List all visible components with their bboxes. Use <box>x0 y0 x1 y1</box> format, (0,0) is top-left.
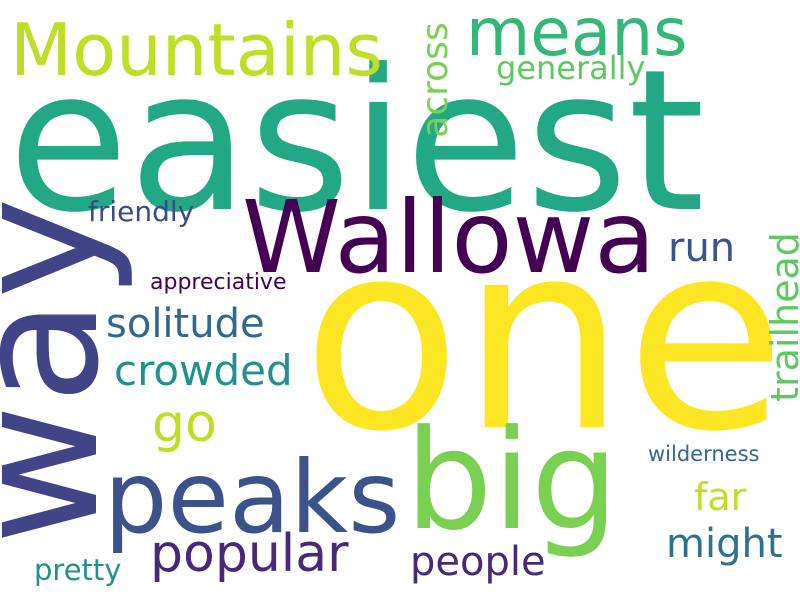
word-people: people <box>410 539 546 585</box>
word-one: one <box>302 187 786 489</box>
word-wallowa: Wallowa <box>242 179 656 296</box>
word-might: might <box>666 521 783 567</box>
word-appreciative: appreciative <box>150 270 287 295</box>
word-run: run <box>668 225 736 271</box>
word-across: across <box>415 22 456 138</box>
word-wilderness: wilderness <box>648 442 760 466</box>
word-solitude: solitude <box>106 301 265 347</box>
word-easiest: easiest <box>8 28 705 256</box>
word-big: big <box>405 400 619 561</box>
word-generally: generally <box>496 49 646 87</box>
word-go: go <box>152 394 217 454</box>
word-crowded: crowded <box>114 346 293 395</box>
word-mountains: Mountains <box>10 8 383 92</box>
word-popular: popular <box>150 524 349 584</box>
word-pretty: pretty <box>34 553 122 587</box>
word-far: far <box>694 475 747 519</box>
word-means: means <box>466 0 688 71</box>
word-friendly: friendly <box>88 195 195 228</box>
word-peaks: peaks <box>104 439 401 556</box>
word-trailhead: trailhead <box>763 232 800 402</box>
